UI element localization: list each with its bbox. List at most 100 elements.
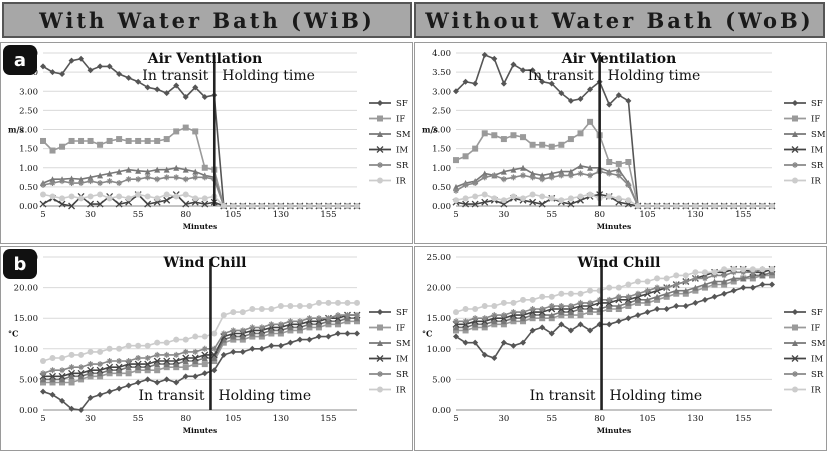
data-point-ir [510, 299, 517, 306]
data-point-sf [78, 407, 85, 413]
y-tick-label: 1.50 [19, 145, 38, 155]
data-point-if [239, 336, 246, 343]
data-point-sm [97, 370, 104, 377]
x-tick-label: 80 [180, 414, 191, 424]
data-point-ir [625, 281, 632, 288]
data-point-if [711, 281, 718, 288]
data-point-sm [40, 376, 46, 383]
data-point-sr [182, 348, 189, 355]
data-point-sr [268, 321, 275, 328]
data-point-im [201, 200, 209, 208]
data-point-ir [258, 306, 265, 313]
data-point-ir [306, 302, 313, 309]
data-point-im [624, 296, 632, 304]
data-point-ir [230, 309, 237, 316]
data-point-ir [548, 293, 555, 300]
data-point-im [481, 317, 489, 325]
data-point-sr [135, 176, 142, 183]
data-point-ir [510, 193, 517, 200]
legend-marker-ir [377, 386, 383, 393]
data-point-sf [462, 339, 469, 346]
data-point-sf [500, 339, 507, 346]
data-point-sf [721, 290, 728, 297]
data-point-if [220, 339, 227, 346]
data-point-sf [529, 327, 536, 334]
data-point-sf [49, 391, 56, 398]
data-point-if [173, 128, 180, 135]
data-point-im [538, 200, 546, 208]
legend-marker-sr [792, 371, 798, 377]
data-point-sr [453, 318, 459, 325]
x-tick-label: 55 [546, 210, 557, 220]
data-point-sr [249, 324, 256, 331]
data-point-sr [481, 174, 488, 181]
data-point-ir [97, 348, 104, 355]
data-point-sf [625, 97, 632, 104]
data-point-sm [116, 367, 123, 374]
data-point-ir [558, 290, 565, 297]
legend-marker-sm [377, 340, 383, 346]
data-point-sf [625, 315, 632, 322]
data-point-im [68, 202, 76, 210]
data-point-if [144, 367, 151, 374]
data-point-if [462, 327, 469, 334]
data-point-sm [277, 327, 284, 334]
legend-marker-im [791, 146, 799, 153]
data-point-ir [701, 269, 708, 276]
data-point-sf [154, 379, 161, 386]
y-tick-label: 25.00 [427, 253, 451, 263]
data-point-sr [239, 327, 246, 334]
data-point-ir [106, 345, 113, 352]
data-point-sr [258, 324, 265, 331]
data-point-ir [500, 299, 507, 306]
data-point-if [491, 321, 498, 328]
y-tick-label: 0.00 [19, 202, 38, 212]
data-point-sm [154, 166, 161, 173]
data-point-sr [663, 284, 670, 291]
data-point-if [491, 132, 498, 139]
legend-label-sm: SM [811, 130, 826, 140]
data-point-sr [97, 180, 104, 187]
data-point-im [153, 357, 161, 365]
data-point-sm [587, 306, 594, 313]
data-point-ir [491, 302, 498, 309]
legend-marker-if [792, 115, 798, 122]
y-tick-label: 2.00 [19, 126, 38, 136]
legend-label-sr: SR [811, 161, 824, 171]
data-point-ir [491, 195, 498, 202]
data-point-sm [315, 321, 322, 328]
series-line-ir [455, 193, 772, 207]
y-tick-label: 2.50 [432, 106, 451, 116]
data-point-if [577, 312, 584, 319]
data-point-ir [634, 278, 641, 285]
data-point-sf [220, 351, 227, 358]
data-point-ir [481, 302, 488, 309]
chart-air-ventilation-wob: 0.00 0.50 1.00 1.50 2.00 2.50 3.00 3.50 4.00 5 30 5… [414, 42, 827, 244]
data-point-sr [510, 309, 517, 316]
data-point-if [68, 137, 75, 144]
panel-frame [414, 42, 827, 244]
data-point-im [144, 360, 152, 368]
data-point-im [201, 351, 209, 359]
data-point-im [96, 366, 104, 374]
y-tick-label: 3.00 [19, 87, 38, 97]
x-tick-label: 30 [498, 210, 509, 220]
data-point-ir [40, 358, 46, 365]
data-point-sr [173, 351, 180, 358]
data-point-im [315, 317, 323, 325]
data-point-ir [68, 193, 75, 200]
chart-title: Air Ventilation [561, 51, 677, 67]
data-point-if [529, 315, 536, 322]
data-point-sm [106, 170, 113, 177]
data-point-if [615, 306, 622, 313]
header-without-water-bath: Without Water Bath (WoB) [414, 2, 825, 38]
annotation-holding-time: Holding time [222, 68, 315, 84]
x-axis-label: Minutes [597, 222, 632, 231]
data-point-ir [220, 203, 227, 209]
data-point-sm [548, 312, 555, 319]
data-point-sr [287, 318, 294, 325]
data-point-ir [315, 203, 322, 209]
data-point-sf [615, 92, 622, 99]
data-point-im [58, 200, 66, 208]
data-point-if [154, 137, 161, 144]
